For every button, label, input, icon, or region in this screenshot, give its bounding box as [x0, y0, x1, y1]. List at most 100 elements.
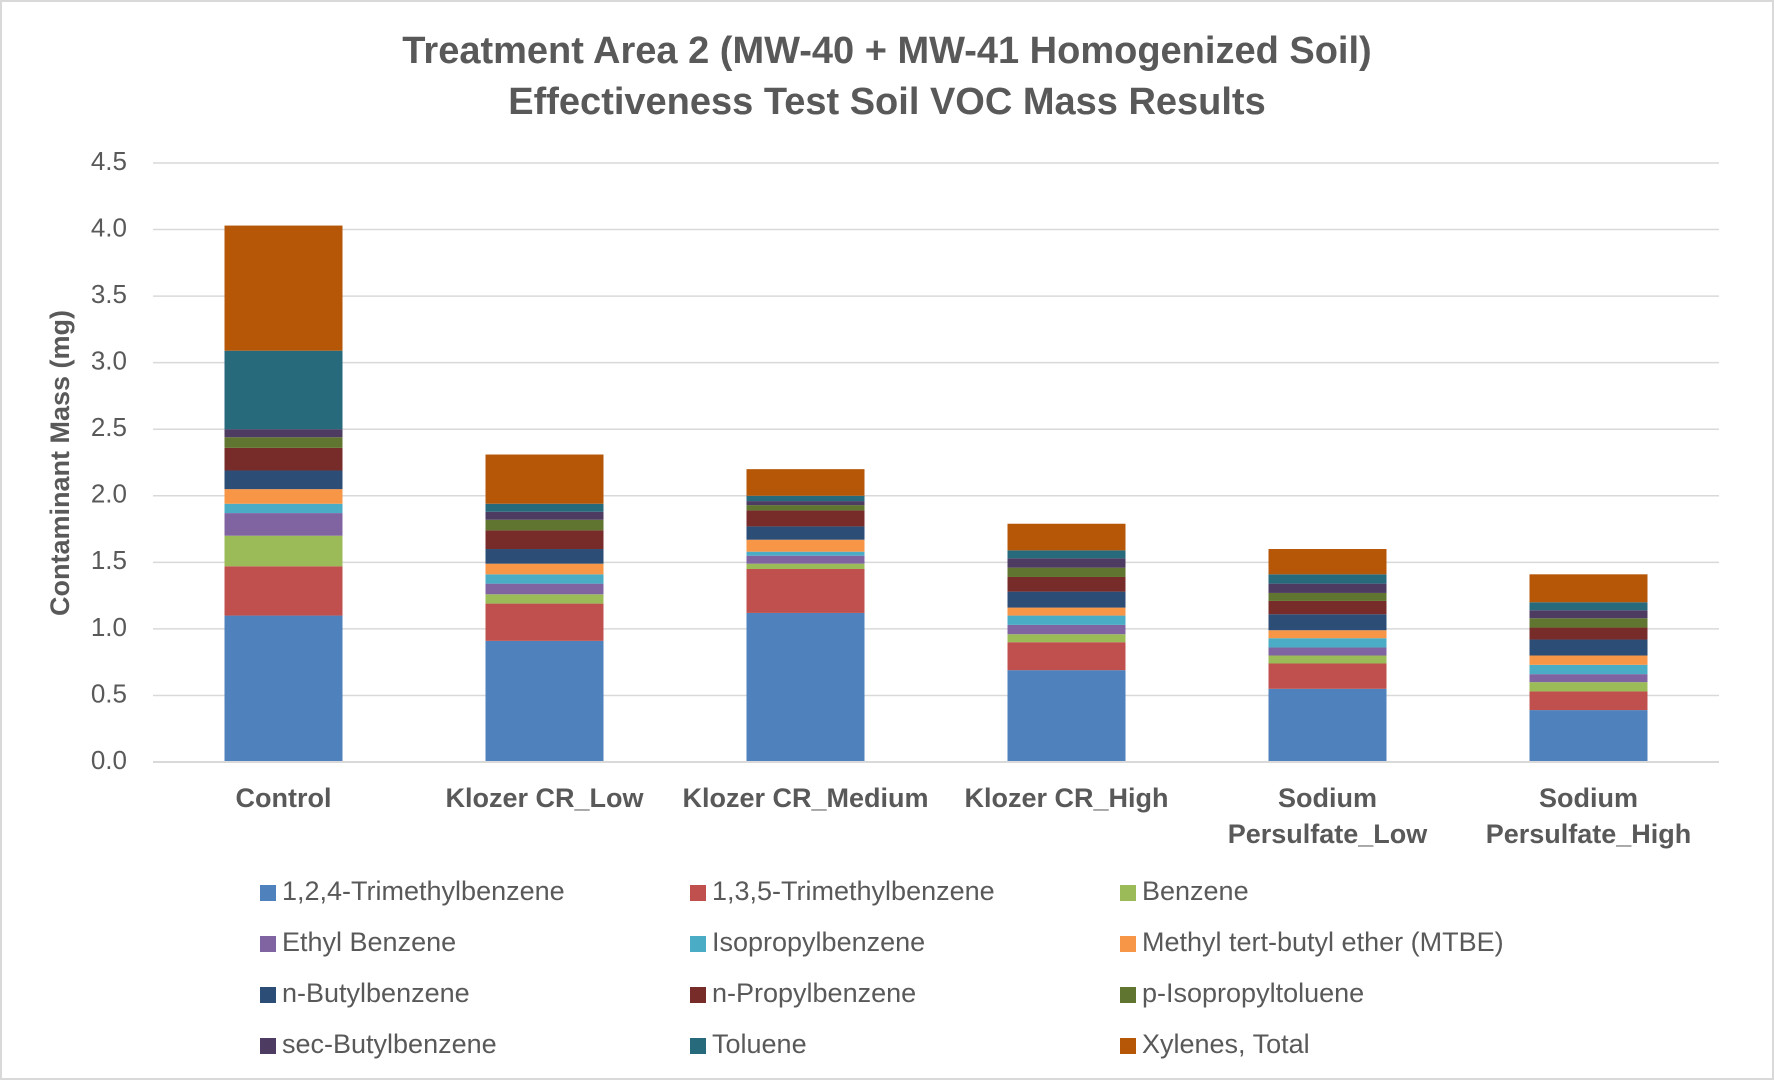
bar-segment — [746, 526, 865, 540]
bar-segment — [224, 566, 343, 616]
y-tick-label: 3.0 — [91, 346, 127, 376]
bar-segment — [1268, 638, 1387, 648]
bar-segment — [1529, 639, 1648, 656]
legend-label: sec-Butylbenzene — [282, 1029, 497, 1059]
chart-title: Treatment Area 2 (MW-40 + MW-41 Homogeni… — [402, 30, 1371, 72]
bar-segment — [224, 535, 343, 567]
bar-segment — [1268, 549, 1387, 575]
bar-segment — [1529, 691, 1648, 711]
legend-swatch — [260, 987, 276, 1003]
bar-segment — [746, 501, 865, 506]
bar-segment — [1268, 574, 1387, 584]
bar-segment — [1529, 674, 1648, 683]
bar-segment — [746, 505, 865, 511]
legend-label: p-Isopropyltoluene — [1142, 978, 1364, 1008]
bar-segment — [224, 350, 343, 430]
bar-segment — [485, 563, 604, 575]
y-tick-label: 3.5 — [91, 279, 127, 309]
bar-segment — [746, 539, 865, 552]
x-tick-label: Klozer CR_Low — [445, 783, 644, 813]
bar-segment — [746, 568, 865, 613]
x-tick-label: Sodium Persulfate_Low — [1227, 783, 1428, 849]
bar-segment — [746, 469, 865, 496]
legend-swatch — [260, 1038, 276, 1054]
bar-segment — [1529, 664, 1648, 675]
bar-segment — [485, 583, 604, 595]
bar-segment — [746, 510, 865, 527]
legend-swatch — [260, 885, 276, 901]
bar-segment — [224, 489, 343, 504]
bar-segment — [485, 511, 604, 520]
bar-segment — [224, 513, 343, 536]
bar-segment — [1007, 550, 1126, 559]
bar-segment — [224, 503, 343, 514]
bar-segment — [746, 612, 865, 762]
bar-segment — [746, 495, 865, 502]
y-tick-label: 2.5 — [91, 412, 127, 442]
bar-segment — [1268, 614, 1387, 631]
bar-segment — [1529, 602, 1648, 611]
x-tick-label: Klozer CR_High — [964, 783, 1169, 813]
legend-label: Toluene — [712, 1029, 807, 1059]
y-tick-label: 1.5 — [91, 545, 127, 575]
bar-segment — [1007, 558, 1126, 568]
bar-segment — [224, 437, 343, 448]
bar-segment — [485, 530, 604, 550]
legend-swatch — [690, 987, 706, 1003]
bar-segment — [1529, 682, 1648, 692]
legend-swatch — [690, 936, 706, 952]
bar-segment — [485, 574, 604, 584]
y-tick-label: 4.0 — [91, 212, 127, 242]
legend-swatch — [1120, 885, 1136, 901]
bar-segment — [1007, 523, 1126, 551]
bar-segment — [224, 470, 343, 490]
bar-segment — [224, 447, 343, 471]
y-tick-label: 0.0 — [91, 745, 127, 775]
bar-segment — [485, 603, 604, 641]
legend-label: n-Butylbenzene — [282, 978, 470, 1008]
bar-segment — [1268, 655, 1387, 664]
legend-label: Benzene — [1142, 876, 1249, 906]
bar-segment — [1529, 574, 1648, 603]
bar-segment — [1007, 642, 1126, 671]
bar-segment — [1268, 688, 1387, 762]
bar-segment — [746, 551, 865, 556]
bar-segment — [485, 640, 604, 762]
bar-segment — [485, 519, 604, 531]
bar-segment — [1268, 583, 1387, 593]
y-tick-label: 1.0 — [91, 612, 127, 642]
bar-segment — [1007, 567, 1126, 577]
legend-swatch — [690, 885, 706, 901]
legend-label: Isopropylbenzene — [712, 927, 925, 957]
y-axis-label: Contaminant Mass (mg) — [45, 310, 75, 616]
y-tick-label: 0.5 — [91, 678, 127, 708]
bar-segment — [485, 549, 604, 564]
legend-label: Methyl tert-butyl ether (MTBE) — [1142, 927, 1504, 957]
legend-swatch — [1120, 936, 1136, 952]
bar-segment — [1268, 630, 1387, 639]
bar-segment — [224, 429, 343, 438]
bar-segment — [485, 454, 604, 504]
bar-segment — [1268, 592, 1387, 601]
bar-segment — [485, 503, 604, 512]
bar-segment — [746, 563, 865, 569]
legend-label: Ethyl Benzene — [282, 927, 456, 957]
bar-segment — [224, 615, 343, 762]
x-tick-label: Sodium Persulfate_High — [1485, 783, 1692, 849]
legend-swatch — [690, 1038, 706, 1054]
legend-swatch — [260, 936, 276, 952]
bar-segment — [1007, 615, 1126, 625]
bar-segment — [1529, 655, 1648, 665]
bar-segment — [485, 594, 604, 604]
legend-swatch — [1120, 1038, 1136, 1054]
bar-segment — [1007, 634, 1126, 643]
y-tick-label: 2.0 — [91, 479, 127, 509]
bar-segment — [1007, 576, 1126, 592]
bar-segment — [1529, 627, 1648, 640]
legend-swatch — [1120, 987, 1136, 1003]
bar-segment — [1007, 670, 1126, 762]
chart-subtitle: Effectiveness Test Soil VOC Mass Results — [508, 81, 1265, 123]
bar-segment — [1529, 610, 1648, 619]
